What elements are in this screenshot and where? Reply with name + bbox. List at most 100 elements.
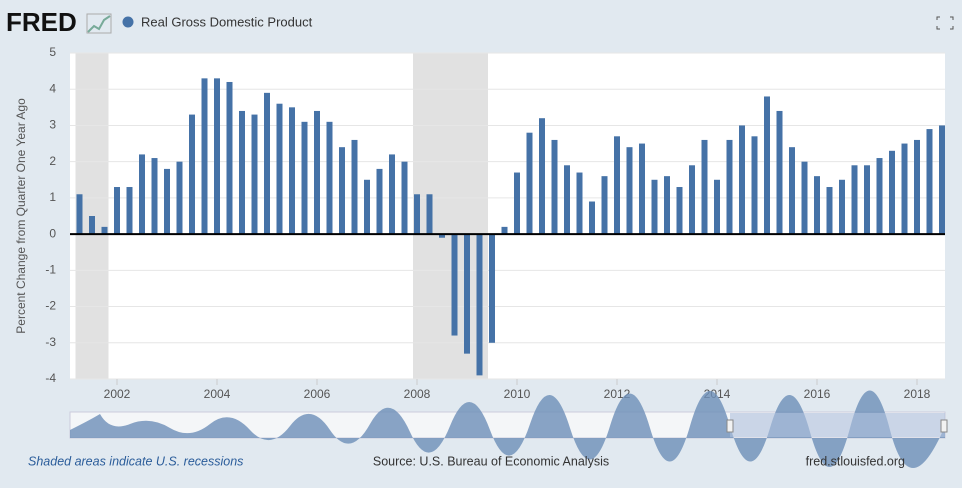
bar [339, 147, 345, 235]
bar [914, 139, 920, 235]
bar [526, 132, 533, 235]
bar [626, 147, 633, 235]
y-tick-label: -1 [45, 263, 56, 277]
y-axis-label: Percent Change from Quarter One Year Ago [14, 98, 28, 334]
bar [301, 121, 308, 235]
bar [439, 234, 445, 238]
bar [489, 234, 495, 343]
bar [139, 154, 145, 235]
brand: FRED [6, 7, 77, 37]
bar [151, 158, 158, 235]
bar [926, 129, 933, 235]
fullscreen-icon[interactable] [936, 16, 954, 30]
bar [714, 179, 720, 235]
bar [614, 136, 620, 235]
bar [751, 136, 758, 235]
bar [376, 168, 383, 235]
bar [576, 172, 583, 235]
bar [426, 194, 433, 235]
bar [501, 226, 508, 235]
y-tick-label: -3 [45, 335, 56, 349]
navigator-selection[interactable] [730, 413, 945, 437]
x-tick-label: 2010 [504, 387, 531, 401]
recession-band [413, 53, 488, 379]
bar [739, 125, 745, 235]
bar [176, 161, 183, 235]
x-tick-label: 2004 [204, 387, 231, 401]
site: fred.stlouisfed.org [806, 454, 905, 468]
bar [476, 234, 483, 376]
bar [164, 168, 170, 235]
bar [239, 110, 245, 235]
plot-area [70, 53, 945, 379]
bar [389, 154, 395, 235]
bar [464, 234, 470, 354]
bar [864, 165, 870, 235]
bar [364, 179, 370, 235]
source: Source: U.S. Bureau of Economic Analysis [373, 454, 609, 468]
logo-frame [86, 13, 112, 34]
bar [326, 121, 333, 235]
y-tick-label: 0 [49, 226, 56, 240]
y-tick-label: -4 [45, 371, 56, 385]
logo-icon [87, 15, 111, 33]
bar [826, 187, 833, 235]
bar [401, 161, 408, 235]
x-tick-label: 2016 [804, 387, 831, 401]
bar [289, 107, 295, 235]
bar [351, 139, 358, 235]
bar [601, 176, 608, 235]
bar [89, 216, 95, 235]
bar [514, 172, 520, 235]
bar [851, 165, 858, 235]
x-tick-label: 2002 [104, 387, 131, 401]
bar [889, 150, 895, 235]
bar [701, 139, 708, 235]
y-tick-label: -2 [45, 299, 56, 313]
y-tick-label: 5 [49, 45, 56, 59]
bar [451, 234, 458, 336]
bar [414, 194, 420, 235]
bar [814, 176, 820, 235]
bar [539, 118, 545, 235]
legend-label: Real Gross Domestic Product [141, 14, 313, 29]
navigator-handle[interactable] [726, 419, 734, 433]
bar [226, 81, 233, 235]
y-tick-label: 2 [49, 154, 56, 168]
bar [264, 92, 270, 235]
x-tick-label: 2006 [304, 387, 331, 401]
bar [276, 103, 283, 235]
bar [664, 176, 670, 235]
bar [114, 187, 120, 235]
bar [639, 143, 645, 235]
recession-note: Shaded areas indicate U.S. recessions [28, 454, 243, 468]
y-tick-label: 1 [49, 190, 56, 204]
bar [689, 165, 695, 235]
bar [589, 201, 595, 235]
bar [901, 143, 908, 235]
navigator-handle[interactable] [940, 419, 948, 433]
bar [726, 139, 733, 235]
bar [776, 110, 783, 235]
x-tick-label: 2008 [404, 387, 431, 401]
bar [876, 158, 883, 235]
bar [551, 139, 558, 235]
bar [801, 161, 808, 235]
bar [251, 114, 258, 235]
bar [764, 96, 770, 235]
y-tick-label: 3 [49, 118, 56, 132]
bar [126, 187, 133, 235]
bar [939, 125, 945, 235]
bar [189, 114, 195, 235]
x-tick-label: 2018 [904, 387, 931, 401]
y-tick-label: 4 [49, 81, 56, 95]
bar [676, 187, 683, 235]
bar [76, 194, 83, 235]
bar [651, 179, 658, 235]
bar [201, 78, 208, 235]
bar [789, 147, 795, 235]
bar [564, 165, 570, 235]
bar [314, 110, 320, 235]
